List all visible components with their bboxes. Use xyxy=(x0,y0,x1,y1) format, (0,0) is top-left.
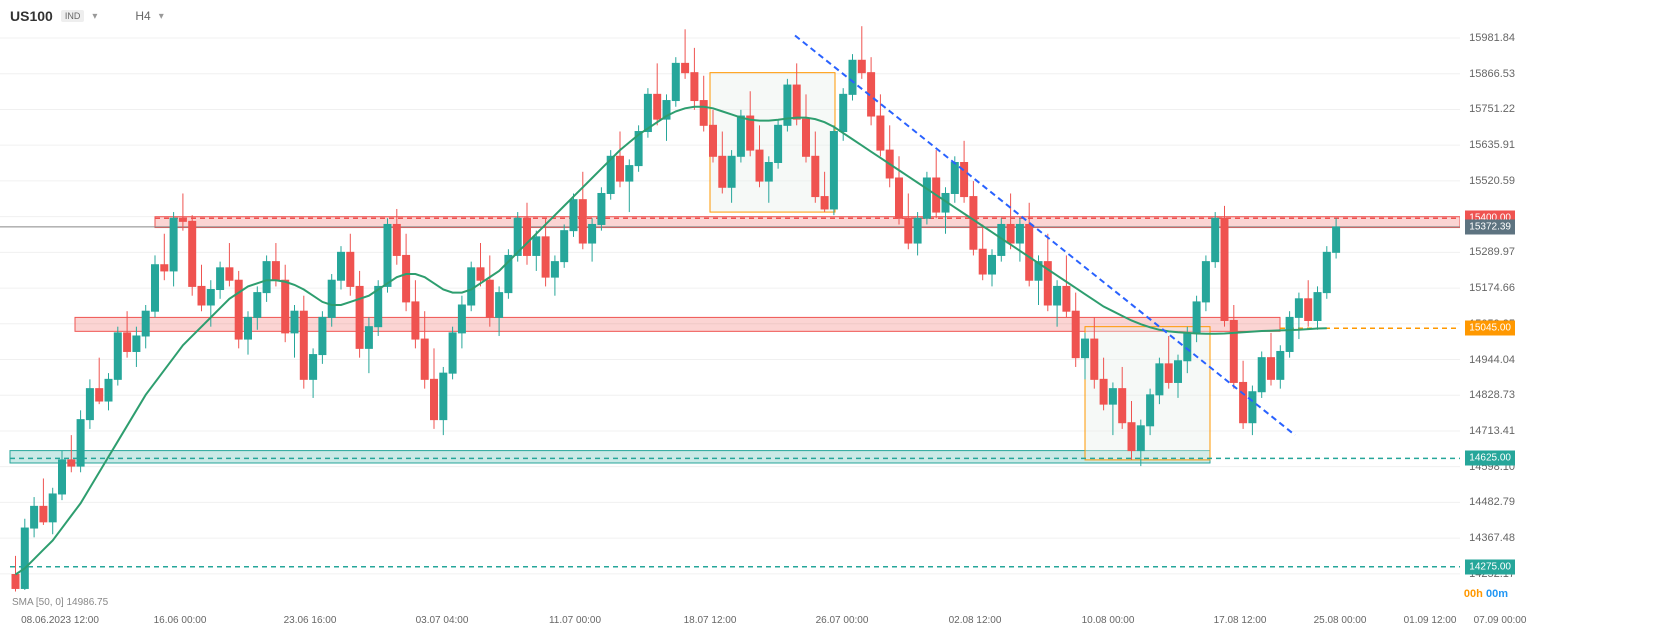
price-tag: 14625.00 xyxy=(1465,451,1515,466)
yaxis-tick-label: 15866.53 xyxy=(1469,68,1515,80)
xaxis-tick-label: 26.07 00:00 xyxy=(816,615,869,626)
countdown-minutes: 00 xyxy=(1486,588,1498,600)
xaxis-tick-label: 25.08 00:00 xyxy=(1314,615,1367,626)
chart-toolbar: US100 IND ▾ H4 ▾ xyxy=(10,8,164,24)
symbol-chevron-icon[interactable]: ▾ xyxy=(92,11,97,22)
xaxis-tick-label: 03.07 04:00 xyxy=(416,615,469,626)
countdown-h-label: h xyxy=(1476,588,1483,600)
countdown-hours: 00 xyxy=(1464,588,1476,600)
xaxis-tick-label: 11.07 00:00 xyxy=(549,615,601,626)
sma-indicator-label[interactable]: SMA [50, 0] 14986.75 xyxy=(12,597,108,608)
xaxis-tick-label: 01.09 12:00 xyxy=(1404,615,1457,626)
xaxis-tick-label: 23.06 16:00 xyxy=(284,615,337,626)
xaxis-tick-label: 16.06 00:00 xyxy=(154,615,207,626)
xaxis-tick-label: 18.07 12:00 xyxy=(684,615,737,626)
yaxis-tick-label: 15174.66 xyxy=(1469,282,1515,294)
candle-countdown: 00h 00m xyxy=(1464,588,1508,600)
yaxis-tick-label: 15289.97 xyxy=(1469,246,1515,258)
yaxis-tick-label: 15520.59 xyxy=(1469,175,1515,187)
countdown-m-label: m xyxy=(1498,588,1508,600)
symbol-type-badge: IND xyxy=(61,10,85,22)
yaxis-tick-label: 15635.91 xyxy=(1469,139,1515,151)
xaxis-tick-label: 10.08 00:00 xyxy=(1082,615,1135,626)
xaxis-tick-label: 02.08 12:00 xyxy=(949,615,1002,626)
xaxis-tick-label: 17.08 12:00 xyxy=(1214,615,1267,626)
yaxis-tick-label: 14367.48 xyxy=(1469,532,1515,544)
price-tag: 15045.00 xyxy=(1465,321,1515,336)
chart-area[interactable] xyxy=(0,0,1460,610)
x-axis: 08.06.2023 12:00 16.06 00:00 23.06 16:00 03… xyxy=(0,610,1460,630)
y-axis: 15981.84 15866.53 15751.22 15635.91 15520.59… xyxy=(1460,0,1653,610)
price-tag: 14275.00 xyxy=(1465,559,1515,574)
timeframe-label[interactable]: H4 xyxy=(135,9,150,23)
yaxis-tick-label: 14713.41 xyxy=(1469,425,1515,437)
yaxis-tick-label: 14944.04 xyxy=(1469,354,1515,366)
price-tag: 15372.39 xyxy=(1465,219,1515,234)
timeframe-chevron-icon[interactable]: ▾ xyxy=(159,11,164,22)
xaxis-tick-label: 08.06.2023 12:00 xyxy=(21,615,99,626)
symbol-label[interactable]: US100 xyxy=(10,8,53,24)
yaxis-tick-label: 15751.22 xyxy=(1469,103,1515,115)
yaxis-tick-label: 15981.84 xyxy=(1469,32,1515,44)
price-chart-svg xyxy=(0,0,1460,610)
xaxis-tick-label: 07.09 00:00 xyxy=(1474,615,1527,626)
yaxis-tick-label: 14828.73 xyxy=(1469,389,1515,401)
yaxis-tick-label: 14482.79 xyxy=(1469,496,1515,508)
